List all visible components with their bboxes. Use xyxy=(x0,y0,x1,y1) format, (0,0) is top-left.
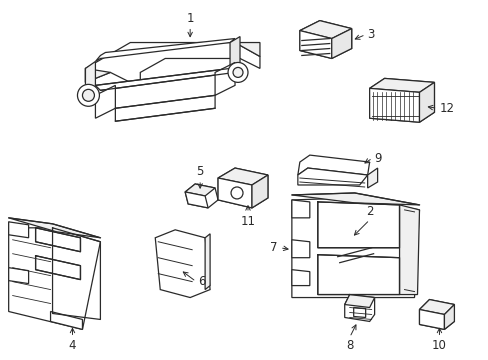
Polygon shape xyxy=(218,168,267,208)
Polygon shape xyxy=(218,168,267,185)
Polygon shape xyxy=(36,228,81,252)
Polygon shape xyxy=(369,78,433,122)
Polygon shape xyxy=(85,68,110,82)
Polygon shape xyxy=(344,294,374,321)
Polygon shape xyxy=(95,39,235,62)
Polygon shape xyxy=(344,294,374,307)
Polygon shape xyxy=(291,200,309,218)
Text: 8: 8 xyxy=(346,339,353,352)
Circle shape xyxy=(82,89,94,101)
Polygon shape xyxy=(115,95,215,121)
Polygon shape xyxy=(329,235,384,271)
Polygon shape xyxy=(297,168,367,185)
Text: 2: 2 xyxy=(365,205,373,218)
Circle shape xyxy=(230,187,243,199)
Polygon shape xyxy=(251,175,267,208)
Polygon shape xyxy=(297,155,369,175)
Polygon shape xyxy=(155,230,210,298)
Text: 12: 12 xyxy=(439,102,453,115)
Text: 4: 4 xyxy=(69,339,76,352)
Polygon shape xyxy=(185,192,208,208)
Text: 1: 1 xyxy=(186,12,194,24)
Polygon shape xyxy=(9,268,29,284)
Circle shape xyxy=(77,84,99,106)
Polygon shape xyxy=(369,78,433,92)
Polygon shape xyxy=(299,21,351,58)
Polygon shape xyxy=(399,205,419,294)
Text: 10: 10 xyxy=(431,339,446,352)
Text: 5: 5 xyxy=(196,165,203,178)
Polygon shape xyxy=(329,248,364,271)
Circle shape xyxy=(233,67,243,77)
Polygon shape xyxy=(215,62,235,95)
Text: 3: 3 xyxy=(367,28,374,41)
Polygon shape xyxy=(50,311,82,329)
Polygon shape xyxy=(9,222,29,238)
Polygon shape xyxy=(185,184,218,208)
Polygon shape xyxy=(229,37,240,72)
Polygon shape xyxy=(419,82,433,122)
Polygon shape xyxy=(359,240,384,271)
Polygon shape xyxy=(291,193,419,205)
Polygon shape xyxy=(235,42,260,57)
Polygon shape xyxy=(419,300,453,315)
Polygon shape xyxy=(317,202,399,248)
Text: 6: 6 xyxy=(198,275,205,288)
Polygon shape xyxy=(353,307,365,318)
Polygon shape xyxy=(444,305,453,329)
Polygon shape xyxy=(329,235,379,253)
Polygon shape xyxy=(85,42,260,82)
Polygon shape xyxy=(369,88,419,122)
Polygon shape xyxy=(95,85,115,118)
Polygon shape xyxy=(419,310,444,329)
Polygon shape xyxy=(291,270,309,285)
Polygon shape xyxy=(9,222,100,329)
Polygon shape xyxy=(36,256,81,280)
Text: 11: 11 xyxy=(240,215,255,228)
Polygon shape xyxy=(291,198,419,298)
Polygon shape xyxy=(291,240,309,258)
Polygon shape xyxy=(299,21,351,39)
Polygon shape xyxy=(331,28,351,58)
Circle shape xyxy=(227,62,247,82)
Polygon shape xyxy=(185,184,215,196)
Polygon shape xyxy=(419,300,453,329)
Text: 9: 9 xyxy=(374,152,381,165)
Polygon shape xyxy=(9,218,100,238)
Polygon shape xyxy=(299,31,331,58)
Polygon shape xyxy=(85,62,95,102)
Text: 7: 7 xyxy=(270,241,277,254)
Polygon shape xyxy=(218,178,251,208)
Polygon shape xyxy=(317,255,399,294)
Polygon shape xyxy=(367,168,377,188)
Polygon shape xyxy=(95,68,235,90)
Polygon shape xyxy=(204,234,210,289)
